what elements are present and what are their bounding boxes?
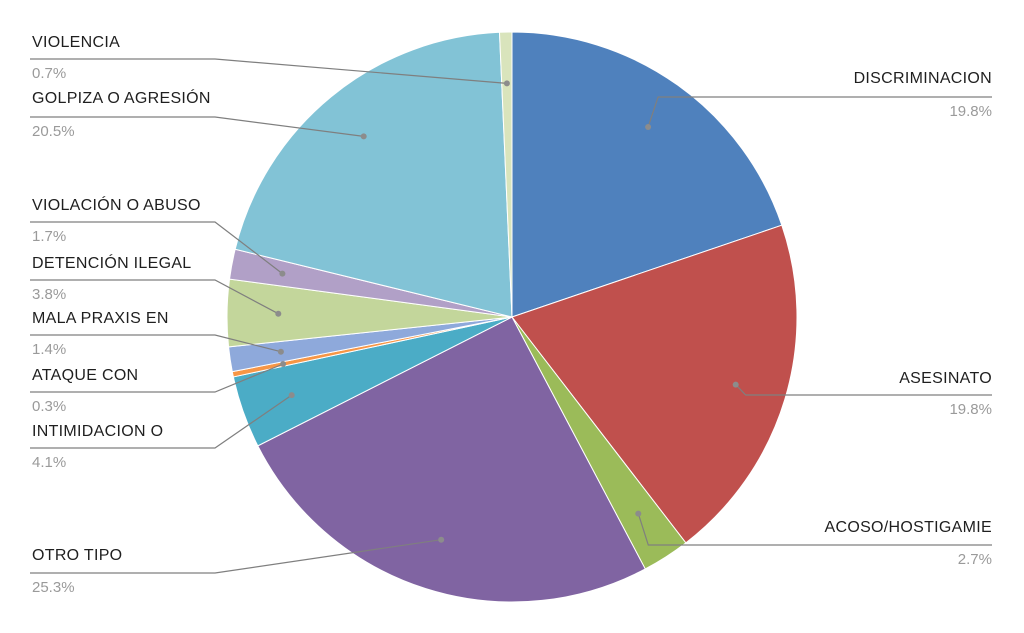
leader-line-golpiza-o-agresion <box>30 116 364 137</box>
slice-value-ataque-con: 0.3% <box>32 398 66 415</box>
pie-slices <box>226 31 798 603</box>
leader-line-intimidacion-o <box>30 394 293 449</box>
leader-dot-discriminacion <box>645 124 652 130</box>
slice-value-mala-praxis-en: 1.4% <box>32 341 66 358</box>
slice-value-detencion-ilegal: 3.8% <box>32 286 66 303</box>
slice-label-discriminacion: DISCRIMINACION <box>854 70 992 87</box>
leader-dot-golpiza-o-agresion <box>360 133 367 140</box>
leader-line-acoso-hostigamie <box>637 513 992 546</box>
slice-label-otro-tipo: OTRO TIPO <box>32 547 122 564</box>
slice-value-discriminacion: 19.8% <box>949 103 992 120</box>
leader-dot-mala-praxis-en <box>277 348 284 355</box>
leader-dot-ataque-con <box>280 361 287 367</box>
leader-line-mala-praxis-en <box>30 334 282 353</box>
leader-line-otro-tipo <box>30 539 442 574</box>
leader-dot-violencia <box>503 80 510 87</box>
leader-dot-acoso-hostigamie <box>635 510 642 517</box>
pie-slice-asesinato <box>511 224 798 544</box>
leader-dot-intimidacion-o <box>288 392 295 399</box>
leader-dot-asesinato <box>732 381 739 388</box>
slice-value-asesinato: 19.8% <box>949 401 992 418</box>
pie-slice-violencia <box>498 31 513 318</box>
slice-value-golpiza-o-agresion: 20.5% <box>32 123 75 140</box>
leader-dot-violacion-o-abuso <box>279 270 286 277</box>
leader-dot-otro-tipo <box>438 536 445 543</box>
leader-lines <box>30 58 992 574</box>
leader-line-discriminacion <box>647 96 992 128</box>
slice-value-violencia: 0.7% <box>32 65 66 82</box>
slice-labels: DISCRIMINACION 19.8% ASESINATO 19.8% ACOSO/H… <box>32 34 992 596</box>
slice-value-acoso-hostigamie: 2.7% <box>958 551 992 568</box>
slice-value-violacion-o-abuso: 1.7% <box>32 228 66 245</box>
slice-label-mala-praxis-en: MALA PRAXIS EN <box>32 310 169 327</box>
slice-label-violencia: VIOLENCIA <box>32 34 120 51</box>
slice-value-intimidacion-o: 4.1% <box>32 454 66 471</box>
leader-line-violacion-o-abuso <box>30 221 283 275</box>
leader-line-violencia <box>30 58 507 84</box>
leader-line-detencion-ilegal <box>30 279 279 315</box>
leader-line-asesinato <box>735 384 992 396</box>
leader-dot-detencion-ilegal <box>275 310 282 317</box>
pie-slice-golpiza-o-agresion <box>234 31 513 318</box>
slice-label-asesinato: ASESINATO <box>899 370 992 387</box>
slice-label-violacion-o-abuso: VIOLACIÓN O ABUSO <box>32 195 201 214</box>
leader-line-ataque-con <box>30 363 284 393</box>
slice-label-golpiza-o-agresion: GOLPIZA O AGRESIÓN <box>32 88 211 107</box>
slice-label-acoso-hostigamie: ACOSO/HOSTIGAMIE <box>825 519 993 536</box>
slice-label-ataque-con: ATAQUE CON <box>32 367 138 384</box>
pie-slice-otro-tipo <box>257 316 646 603</box>
pie-slice-discriminacion <box>511 31 783 318</box>
slice-value-otro-tipo: 25.3% <box>32 579 75 596</box>
slice-label-detencion-ilegal: DETENCIÓN ILEGAL <box>32 253 192 272</box>
slice-label-intimidacion-o: INTIMIDACION O <box>32 423 163 440</box>
